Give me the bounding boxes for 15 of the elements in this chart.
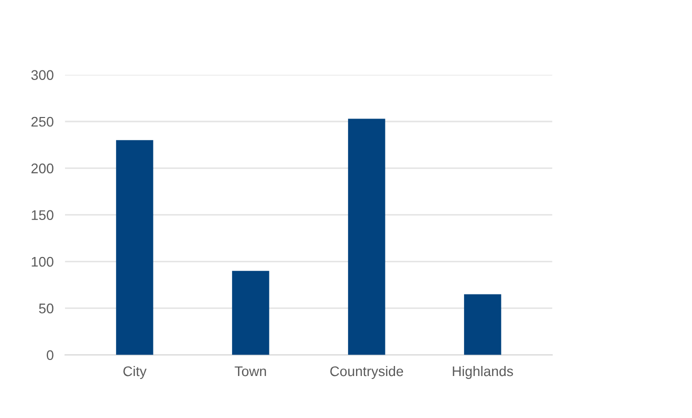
y-tick-label: 200 xyxy=(31,164,54,174)
y-tick-label: 50 xyxy=(39,304,54,314)
x-tick-label: Highlands xyxy=(452,366,514,379)
y-tick-label: 300 xyxy=(31,70,54,80)
bar xyxy=(464,294,502,355)
y-tick-label: 250 xyxy=(31,116,54,127)
y-tick-label: 0 xyxy=(46,350,54,360)
x-tick-label: Countryside xyxy=(330,366,404,379)
y-tick-label: 150 xyxy=(32,210,54,220)
bar xyxy=(232,270,270,355)
x-tick-label: City xyxy=(123,366,147,379)
bar xyxy=(116,140,154,355)
x-tick-label: Town xyxy=(234,366,266,376)
y-tick-label: 100 xyxy=(32,256,54,267)
bar xyxy=(348,118,386,355)
